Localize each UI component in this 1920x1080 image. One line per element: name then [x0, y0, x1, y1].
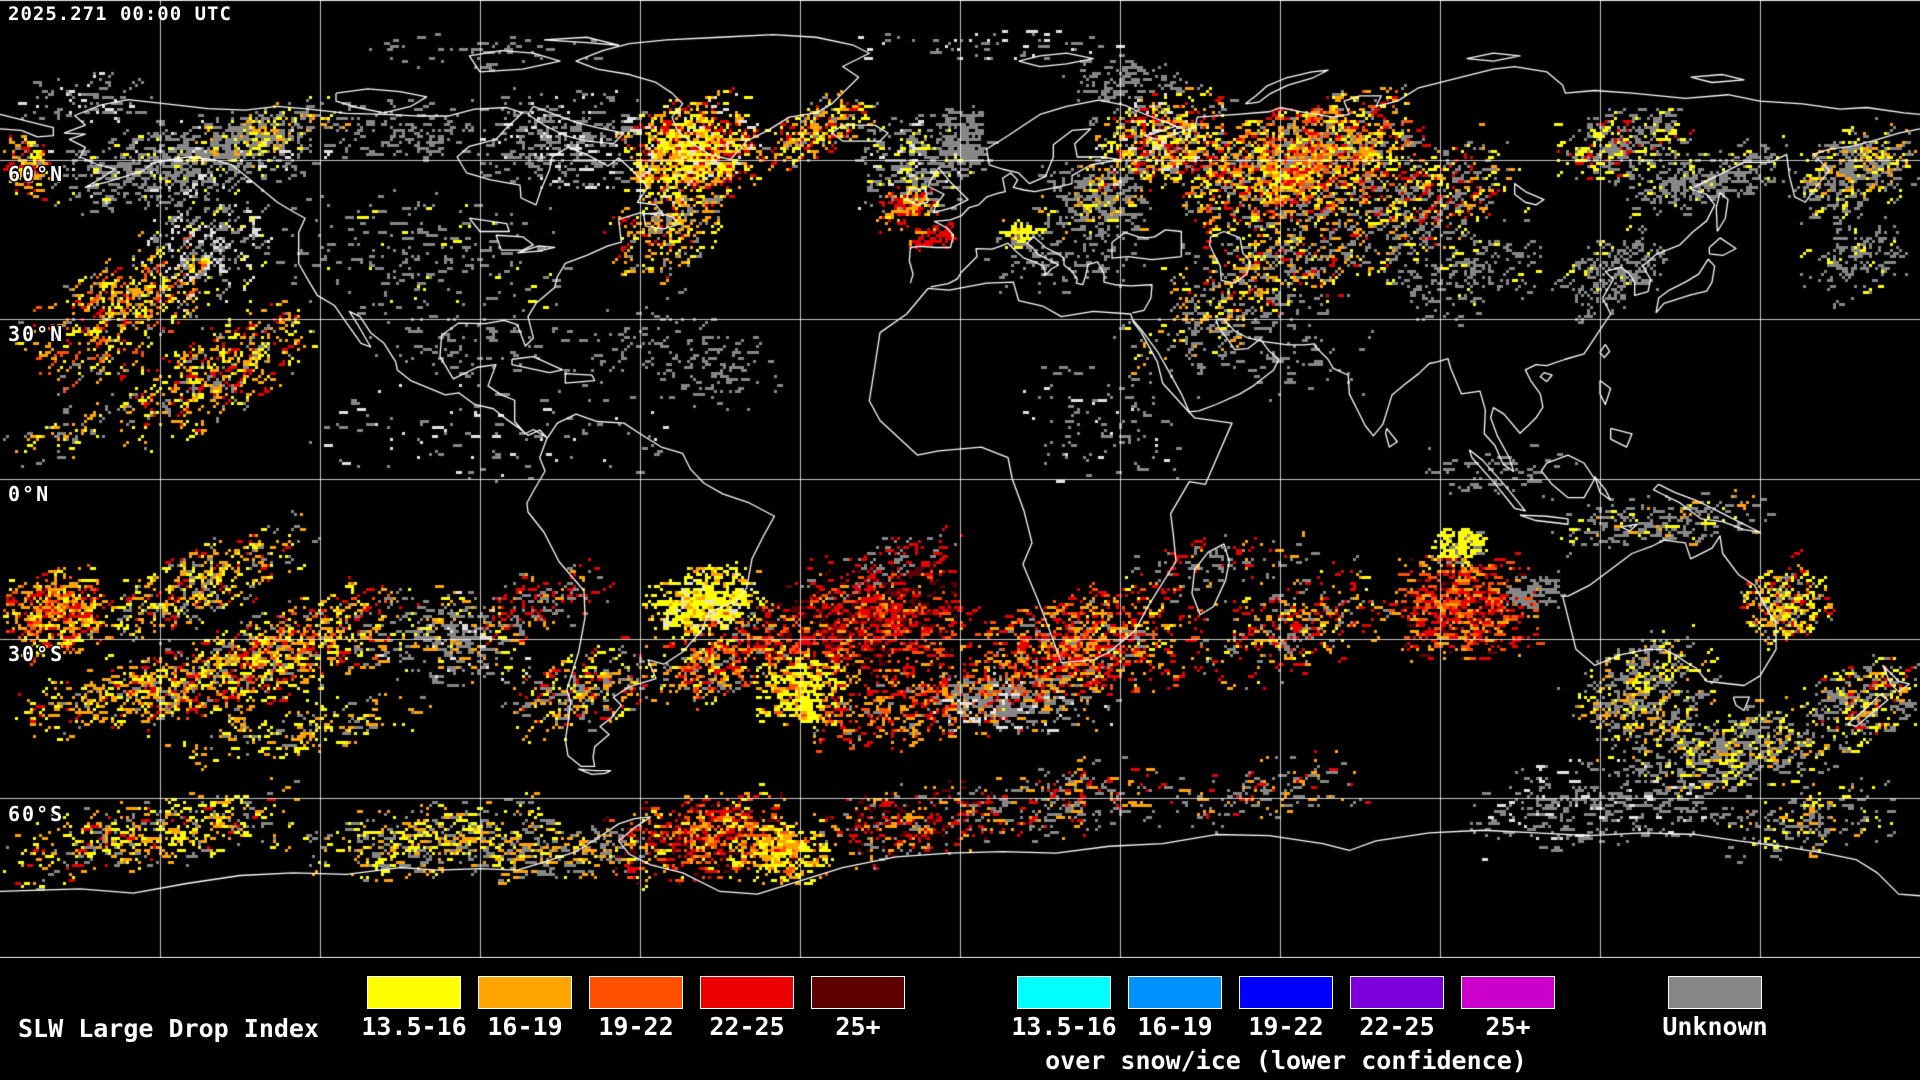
legend-label: 13.5-16	[361, 1012, 467, 1041]
legend-swatch	[1461, 976, 1555, 1009]
timestamp: 2025.271 00:00 UTC	[8, 3, 232, 25]
legend-swatch	[478, 976, 572, 1009]
legend-swatch	[367, 976, 461, 1009]
legend-label: 16-19	[1137, 1012, 1213, 1041]
legend-group-snow-ice: 13.5-16 16-19 19-22 22-25 25+	[1011, 976, 1555, 1040]
legend-label: 13.5-16	[1011, 1012, 1117, 1041]
legend-bar: SLW Large Drop Index 13.5-16 16-19 19-22 22…	[0, 958, 1920, 1080]
latitude-label: 60°N	[8, 162, 65, 186]
legend-title: SLW Large Drop Index	[18, 1014, 320, 1043]
legend-swatch	[1668, 976, 1762, 1009]
legend-item: 16-19	[1128, 976, 1222, 1040]
legend-swatch	[1239, 976, 1333, 1009]
legend-item: 25+	[811, 976, 905, 1040]
legend-item: 19-22	[589, 976, 683, 1040]
latitude-label: 60°S	[8, 802, 65, 826]
legend-item: 13.5-16	[1011, 976, 1117, 1040]
legend-item: 22-25	[1350, 976, 1444, 1040]
legend-item: 22-25	[700, 976, 794, 1040]
legend-swatch	[811, 976, 905, 1009]
legend-swatch	[700, 976, 794, 1009]
legend-label: 25+	[835, 1012, 881, 1041]
legend-item: 16-19	[478, 976, 572, 1040]
legend-snow-ice-caption: over snow/ice (lower confidence)	[1045, 1046, 1527, 1075]
legend-item: 25+	[1461, 976, 1555, 1040]
legend-group-unknown: Unknown	[1662, 976, 1768, 1040]
legend-swatch	[1128, 976, 1222, 1009]
legend-swatch	[589, 976, 683, 1009]
legend-label: Unknown	[1662, 1012, 1768, 1041]
legend-label: 19-22	[598, 1012, 674, 1041]
legend-swatch	[1017, 976, 1111, 1009]
legend-label: 22-25	[709, 1012, 785, 1041]
legend-label: 25+	[1485, 1012, 1531, 1041]
legend-item: Unknown	[1662, 976, 1768, 1040]
latitude-label: 0°N	[8, 482, 51, 506]
legend-item: 19-22	[1239, 976, 1333, 1040]
latitude-label: 30°S	[8, 642, 65, 666]
legend-group-slw: 13.5-16 16-19 19-22 22-25 25+	[361, 976, 905, 1040]
legend-label: 22-25	[1359, 1012, 1435, 1041]
legend-label: 19-22	[1248, 1012, 1324, 1041]
latitude-label: 30°N	[8, 322, 65, 346]
legend-item: 13.5-16	[361, 976, 467, 1040]
legend-swatch	[1350, 976, 1444, 1009]
legend-label: 16-19	[487, 1012, 563, 1041]
